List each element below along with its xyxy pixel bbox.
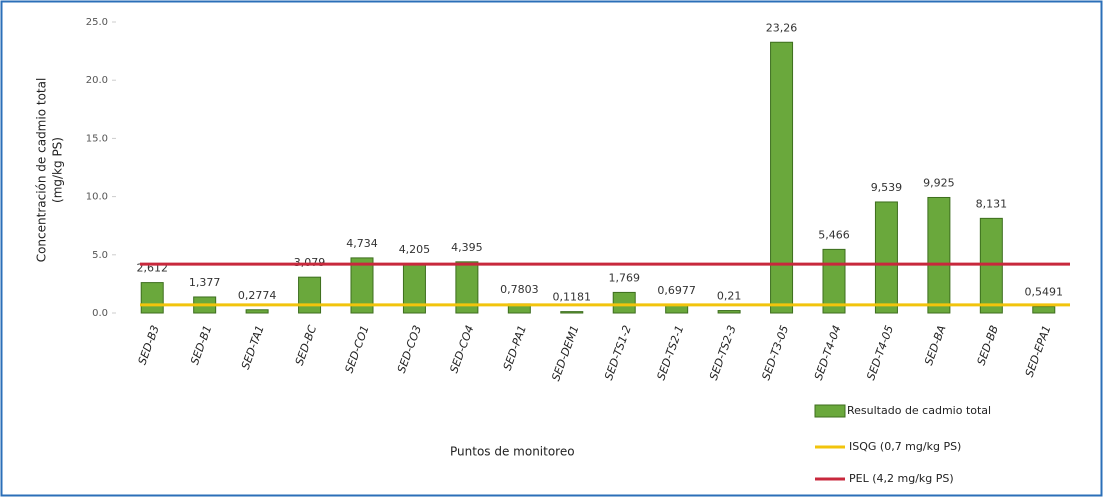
value-label: 1,377 — [189, 276, 221, 289]
y-axis-title: Concentración de cadmio total (mg/kg PS) — [35, 78, 65, 263]
x-axis-title: Puntos de monitoreo — [450, 445, 575, 459]
bar — [245, 309, 269, 314]
bar — [298, 276, 322, 314]
value-label: 9,925 — [923, 176, 955, 189]
bar — [560, 311, 584, 314]
y-axis-title-line: (mg/kg PS) — [51, 137, 65, 203]
value-label: 0,7803 — [500, 283, 539, 296]
value-label: 0,21 — [717, 290, 742, 303]
bar — [927, 196, 951, 314]
y-tick-label: 15.0 — [86, 133, 108, 144]
bar — [455, 261, 479, 314]
y-tick-label: 5.0 — [92, 250, 108, 261]
legend-label: Resultado de cadmio total — [847, 404, 991, 417]
value-label: 4,395 — [451, 241, 483, 254]
value-label: 9,539 — [871, 181, 903, 194]
value-label: 0,6977 — [657, 284, 696, 297]
value-label: 0,5491 — [1025, 286, 1064, 299]
y-axis-title-line: Concentración de cadmio total — [35, 78, 49, 263]
value-label: 0,1181 — [553, 291, 592, 304]
y-tick-label: 20.0 — [86, 75, 108, 86]
bar — [874, 201, 898, 314]
value-label: 4,734 — [346, 237, 378, 250]
bar — [770, 41, 794, 314]
bar — [1032, 306, 1056, 314]
bar — [612, 291, 636, 314]
value-label: 1,769 — [608, 271, 640, 284]
legend-swatch — [814, 404, 846, 418]
legend-label: PEL (4,2 mg/kg PS) — [849, 472, 954, 485]
y-tick-label: 25.0 — [86, 17, 108, 28]
bar — [140, 282, 164, 314]
legend-label: ISQG (0,7 mg/kg PS) — [849, 440, 961, 453]
y-tick-label: 10.0 — [86, 192, 108, 203]
value-label: 5,466 — [818, 228, 850, 241]
value-label: 4,205 — [399, 243, 431, 256]
bar — [717, 310, 741, 314]
bar — [979, 217, 1003, 314]
y-tick-label: 0.0 — [92, 308, 108, 319]
bar — [350, 257, 374, 314]
value-label: 0,2774 — [238, 289, 277, 302]
value-label: 8,131 — [976, 197, 1008, 210]
value-label: 23,26 — [766, 21, 798, 34]
